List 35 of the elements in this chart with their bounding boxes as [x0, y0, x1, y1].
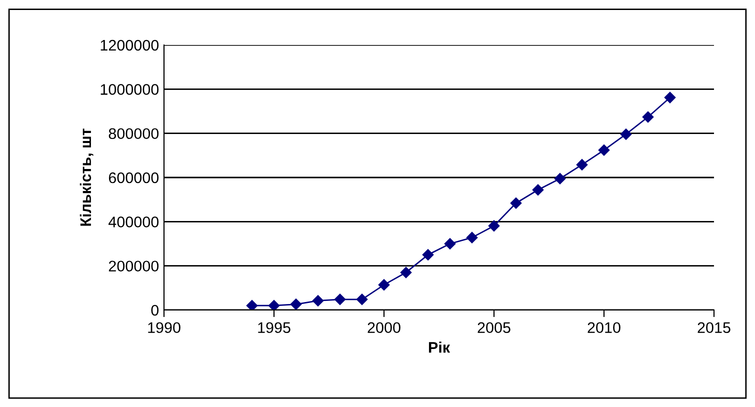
x-tick-label: 2010: [588, 322, 620, 334]
point: [290, 298, 302, 310]
y-tick-label: 800000: [108, 128, 159, 140]
point: [620, 128, 632, 140]
x-axis-title: Рік: [428, 342, 450, 353]
y-tick-label: 1200000: [100, 40, 159, 51]
x-tick-label: 2015: [698, 322, 730, 334]
y-tick-label: 600000: [108, 172, 159, 184]
y-tick-label: 1000000: [100, 84, 159, 95]
y-tick-label: 400000: [108, 216, 159, 228]
point: [554, 173, 566, 184]
point: [400, 266, 412, 278]
point: [576, 159, 588, 170]
point: [422, 249, 434, 260]
point: [356, 294, 368, 306]
x-tick-label: 1990: [148, 322, 180, 334]
y-tick-label: 200000: [108, 260, 159, 272]
point: [664, 92, 676, 104]
point: [598, 144, 610, 156]
point: [334, 294, 346, 306]
point: [246, 300, 258, 310]
point: [488, 220, 500, 232]
x-tick-label: 2005: [478, 322, 510, 334]
point: [378, 279, 390, 290]
point: [532, 184, 544, 196]
point: [466, 232, 478, 244]
point: [444, 238, 456, 250]
point: [312, 295, 324, 306]
y-axis-title: Кількість, шт: [80, 128, 94, 226]
x-tick-label: 1995: [258, 322, 290, 334]
x-tick-label: 2000: [368, 322, 400, 334]
point: [268, 300, 280, 310]
point: [642, 111, 654, 123]
point: [510, 198, 522, 209]
y-tick-label: 0: [151, 304, 159, 316]
